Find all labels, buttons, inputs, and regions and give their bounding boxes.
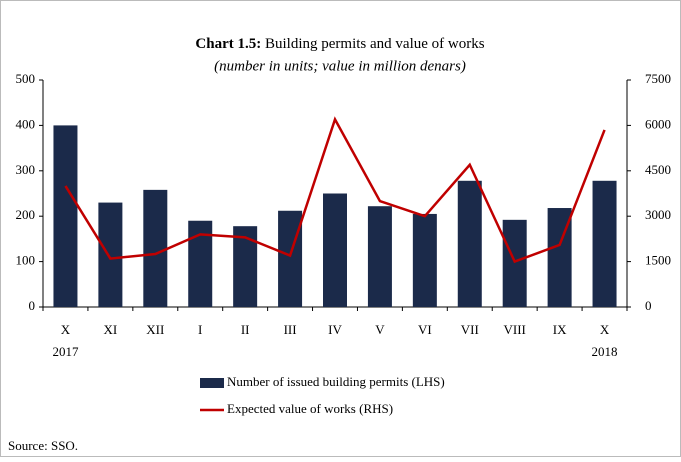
- y-tick-label: 100: [16, 253, 36, 268]
- line: [64, 116, 606, 264]
- x-tick-label: VII: [461, 322, 479, 337]
- y2-tick-label: 0: [645, 298, 652, 313]
- bar: [53, 125, 78, 308]
- y2-tick-label: 1500: [645, 253, 671, 268]
- bar: [592, 180, 617, 307]
- y-tick-label: 500: [16, 71, 36, 86]
- x-tick-label: IX: [553, 322, 567, 337]
- x-tick-label: IV: [328, 322, 342, 337]
- x-tick-label: X: [61, 322, 71, 337]
- bar: [98, 202, 123, 307]
- bar: [278, 210, 303, 307]
- x-tick-label: VI: [418, 322, 432, 337]
- chart-title-group: Chart 1.5: Building permits and value of…: [195, 36, 484, 52]
- x-tick-label: X: [600, 322, 610, 337]
- legend-label: Expected value of works (RHS): [227, 401, 393, 416]
- bar: [367, 206, 392, 307]
- legend-label: Number of issued building permits (LHS): [227, 374, 445, 389]
- chart-title-label: Chart 1.5:: [195, 36, 261, 52]
- y-tick-label: 400: [16, 116, 36, 131]
- y-tick-label: 200: [16, 207, 36, 222]
- x-tick-label: I: [198, 322, 202, 337]
- source: Source: SSO.: [8, 438, 78, 453]
- y-tick-label: 300: [16, 162, 36, 177]
- bar: [412, 213, 437, 307]
- chart-subtitle: (number in units; value in million denar…: [214, 58, 466, 74]
- x-year-label: 2018: [592, 344, 618, 359]
- x-tick-label: VIII: [503, 322, 525, 337]
- x-tick-label: V: [375, 322, 385, 337]
- y2-tick-label: 3000: [645, 207, 671, 222]
- bar: [143, 189, 168, 307]
- y2-tick-label: 4500: [645, 162, 671, 177]
- x-tick-label: III: [284, 322, 297, 337]
- chart-title: Building permits and value of works: [265, 36, 485, 52]
- legend-swatch: [200, 378, 224, 388]
- bar: [323, 193, 347, 307]
- bar: [457, 180, 482, 307]
- y2-tick-label: 7500: [645, 71, 671, 86]
- x-tick-label: XII: [146, 322, 164, 337]
- y-tick-label: 0: [29, 298, 36, 313]
- x-year-label: 2017: [52, 344, 79, 359]
- y2-tick-label: 6000: [645, 116, 671, 131]
- bar: [502, 219, 527, 307]
- x-tick-label: XI: [104, 322, 118, 337]
- x-tick-label: II: [241, 322, 250, 337]
